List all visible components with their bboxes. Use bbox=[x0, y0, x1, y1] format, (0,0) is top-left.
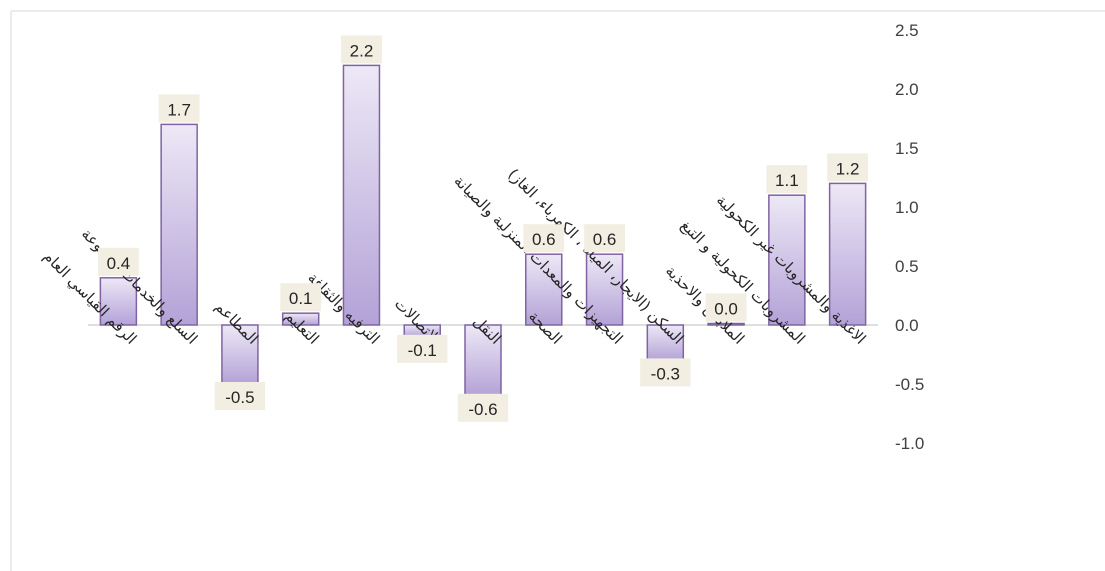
data-label-text: -0.6 bbox=[468, 400, 497, 419]
data-label-text: 1.7 bbox=[167, 100, 191, 119]
bars-group bbox=[99, 64, 867, 397]
bar bbox=[221, 324, 259, 385]
data-label: 1.1 bbox=[766, 165, 808, 194]
bar bbox=[768, 194, 806, 326]
data-label: 0.4 bbox=[97, 247, 139, 276]
y-tick-label: 1.0 bbox=[895, 198, 919, 217]
data-label: -0.3 bbox=[640, 358, 691, 387]
data-label-text: -0.5 bbox=[225, 388, 254, 407]
data-label-background bbox=[584, 224, 625, 253]
data-label-text: -0.1 bbox=[408, 341, 437, 360]
data-label-text: 0.1 bbox=[289, 289, 313, 308]
data-label-background bbox=[280, 283, 322, 312]
data-label-background bbox=[341, 35, 382, 64]
data-label-text: 2.2 bbox=[350, 41, 374, 60]
y-tick-label: 2.5 bbox=[895, 21, 919, 40]
data-label: 0.1 bbox=[280, 283, 322, 312]
bar bbox=[525, 253, 563, 326]
bar bbox=[342, 64, 381, 326]
data-label-text: 1.1 bbox=[775, 171, 799, 190]
y-tick-label: -0.5 bbox=[895, 375, 924, 394]
bar bbox=[828, 182, 867, 326]
y-tick-label: 0.0 bbox=[895, 316, 919, 335]
data-label-background bbox=[827, 153, 869, 182]
data-label: 1.2 bbox=[827, 153, 869, 182]
y-tick-label: 2.0 bbox=[895, 80, 919, 99]
data-label-text: 0.4 bbox=[107, 254, 131, 273]
bar bbox=[707, 322, 745, 326]
data-label-background bbox=[158, 94, 200, 123]
data-label-background bbox=[214, 382, 266, 410]
data-label: -0.5 bbox=[214, 382, 266, 410]
data-label-background bbox=[397, 334, 448, 363]
data-label: 0.6 bbox=[584, 224, 625, 253]
data-label: 0.0 bbox=[705, 293, 747, 322]
data-label: 1.7 bbox=[158, 94, 200, 123]
bar bbox=[585, 253, 624, 326]
bar bbox=[160, 123, 198, 326]
y-tick-label: 1.5 bbox=[895, 139, 919, 158]
data-label: -0.1 bbox=[397, 334, 448, 363]
bar bbox=[464, 324, 502, 397]
data-label: 0.6 bbox=[523, 224, 565, 253]
data-label: -0.6 bbox=[457, 393, 509, 422]
data-label-background bbox=[766, 165, 808, 194]
data-label-background bbox=[97, 247, 139, 276]
bar bbox=[281, 312, 320, 326]
data-label-text: 0.6 bbox=[532, 230, 556, 249]
bar bbox=[99, 277, 138, 326]
data-label-background bbox=[640, 358, 691, 387]
data-label-text: 0.0 bbox=[714, 300, 738, 319]
data-label-background bbox=[523, 224, 565, 253]
data-label-text: -0.3 bbox=[651, 364, 680, 383]
y-axis-ticks: 2.5 2.0 1.5 1.0 0.5 0.0 -0.5 -1.0 bbox=[895, 21, 924, 453]
data-label-text: 0.6 bbox=[593, 230, 617, 249]
data-label-text: 1.2 bbox=[836, 159, 860, 178]
data-label-background bbox=[457, 393, 509, 422]
data-label: 2.2 bbox=[341, 35, 382, 64]
y-tick-label: 0.5 bbox=[895, 257, 919, 276]
data-label-background bbox=[705, 293, 747, 322]
y-tick-label: -1.0 bbox=[895, 434, 924, 453]
data-labels: 0.4 1.7 -0.5 0.1 2.2 -0.1 -0.6 0.6 0.6 -0.3 0.0 1.1… bbox=[97, 35, 869, 422]
